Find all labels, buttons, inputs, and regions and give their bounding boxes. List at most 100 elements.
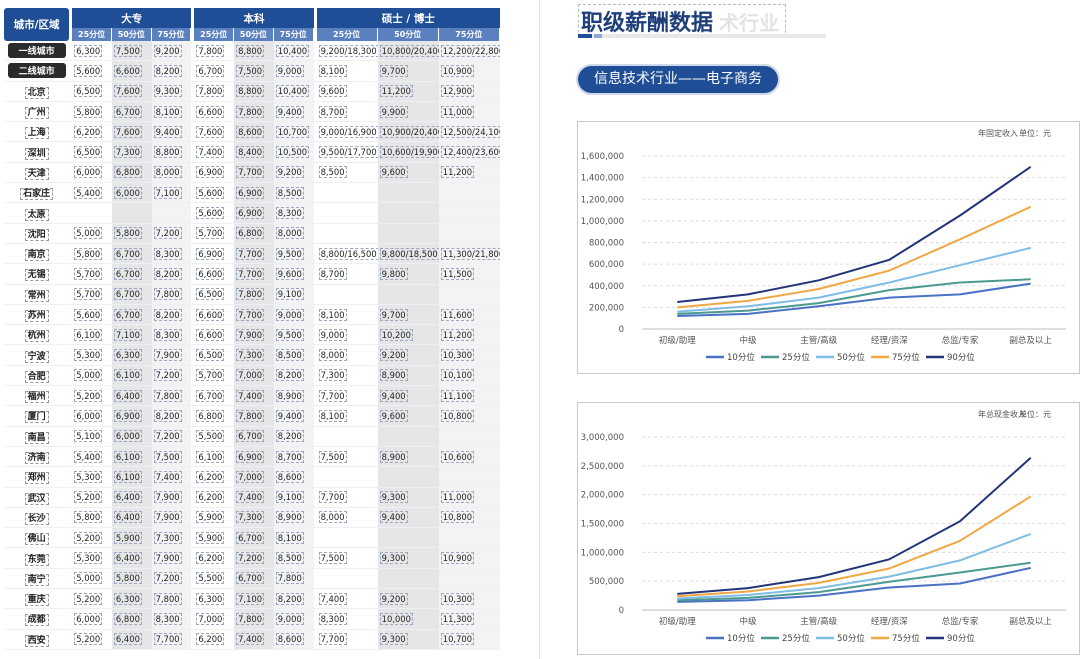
salary-value: 7,900	[153, 349, 182, 362]
salary-value: 5,500	[196, 430, 225, 443]
salary-value: 8,200	[153, 64, 182, 77]
x-tick-label: 经理/资深	[871, 616, 908, 627]
salary-value: 5,300	[74, 470, 103, 483]
salary-value: 7,600	[113, 125, 142, 138]
city-label: 杭州	[24, 330, 49, 343]
salary-cell: 5,700	[72, 264, 112, 285]
salary-cell: 5,600	[194, 203, 235, 224]
salary-value: 8,500	[275, 186, 304, 199]
salary-value: 8,800/16,500	[318, 247, 378, 260]
table-row: 二线城市 5,600 6,600 8,200 6,700 7,500 9,000 8,100 9…	[4, 61, 500, 82]
salary-cell: 9,900	[377, 101, 439, 123]
salary-value: 7,300	[236, 349, 265, 362]
salary-value: 8,300	[153, 612, 182, 625]
salary-cell: 7,700	[234, 264, 274, 285]
salary-value: 6,900	[236, 450, 265, 463]
salary-cell	[438, 223, 500, 244]
salary-cell: 7,000	[194, 609, 235, 630]
salary-cell: 7,300	[151, 528, 192, 549]
table-row: 杭州 6,100 7,100 8,300 6,600 7,900 9,500 9,000 10,…	[4, 325, 500, 346]
salary-cell: 7,300	[316, 365, 378, 387]
city-label: 长沙	[24, 512, 49, 525]
salary-cell: 6,900	[194, 243, 235, 265]
salary-value: 6,200	[196, 470, 225, 483]
table-row: 广州 5,800 6,700 8,100 6,600 7,800 9,400 8,700 9,9…	[4, 101, 500, 123]
chart-unit-label: 单位：元	[1019, 128, 1051, 138]
city-label: 济南	[24, 452, 49, 465]
table-row: 上海 6,200 7,600 9,400 7,600 8,600 10,700 9,000/1…	[4, 122, 500, 143]
salary-cell: 7,400	[234, 386, 274, 407]
salary-cell: 9,300	[151, 81, 192, 102]
city-cell: 武汉	[4, 488, 70, 508]
salary-cell	[111, 203, 152, 224]
salary-value: 5,900	[113, 531, 142, 544]
total-cash-income-chart: 年总现金收入 单位：元 0 500,000 1,000,000 1,500,000 2,00…	[577, 402, 1080, 655]
salary-cell: 9,100	[273, 487, 314, 508]
table-row: 南昌 5,100 6,000 7,200 5,500 6,700 8,200	[4, 426, 500, 447]
salary-cell: 6,700	[111, 101, 152, 123]
salary-cell: 9,200	[151, 41, 192, 62]
salary-value: 7,400	[318, 592, 347, 605]
city-label: 天津	[24, 167, 49, 180]
salary-value: 5,000	[74, 572, 103, 585]
salary-cell: 5,600	[194, 183, 235, 204]
ghost-title-text: 术行业	[719, 11, 780, 35]
x-tick-label: 经理/资深	[871, 335, 908, 346]
salary-cell: 8,700	[316, 264, 378, 285]
salary-cell: 12,200/22,800	[438, 41, 500, 62]
salary-cell: 5,900	[194, 528, 235, 549]
salary-cell	[377, 183, 439, 204]
salary-value: 6,700	[113, 105, 142, 118]
city-label: 南昌	[24, 431, 49, 444]
city-label: 无锡	[24, 269, 49, 282]
x-tick-label: 总监/专家	[942, 335, 979, 346]
salary-value: 7,200	[153, 572, 182, 585]
salary-value: 10,800	[440, 409, 475, 422]
legend-label: 50分位	[837, 633, 865, 644]
salary-value: 5,800	[113, 572, 142, 585]
salary-cell: 7,700	[151, 629, 192, 650]
city-label: 福州	[24, 391, 49, 404]
salary-cell: 6,900	[234, 203, 274, 224]
y-tick-label: 2,500,000	[581, 462, 624, 472]
city-label: 合肥	[24, 370, 49, 383]
city-cell: 南宁	[4, 569, 70, 590]
city-cell: 苏州	[4, 305, 70, 326]
salary-cell: 12,400/23,600	[438, 142, 500, 163]
salary-value: 9,700	[379, 308, 408, 321]
salary-value: 7,800	[153, 592, 182, 605]
salary-value: 11,200	[379, 85, 413, 98]
y-tick-label: 200,000	[589, 303, 624, 313]
city-label: 南宁	[24, 573, 49, 586]
salary-cell: 6,700	[194, 61, 235, 82]
city-cell: 重庆	[4, 589, 70, 610]
salary-cell: 9,500	[273, 243, 314, 265]
salary-value: 8,500	[318, 166, 347, 179]
salary-value: 7,900	[153, 491, 182, 504]
salary-value: 6,300	[113, 349, 142, 362]
salary-value: 6,200	[196, 491, 225, 504]
salary-cell: 6,900	[234, 446, 274, 468]
salary-cell: 6,000	[72, 162, 112, 184]
salary-value: 8,000	[318, 511, 347, 524]
salary-value: 9,900	[379, 105, 408, 118]
city-label: 西安	[24, 634, 49, 647]
city-cell: 二线城市	[4, 61, 70, 82]
salary-value: 7,200	[153, 227, 182, 240]
salary-value: 6,000	[74, 409, 103, 422]
salary-cell: 6,200	[194, 467, 235, 488]
salary-value: 9,500	[275, 328, 304, 341]
salary-value: 10,400	[275, 85, 310, 98]
salary-cell	[377, 284, 439, 305]
table-row: 石家庄 5,400 6,000 7,100 5,600 6,900 8,500	[4, 183, 500, 204]
table-row: 东莞 5,300 6,400 7,900 6,200 7,200 8,500 7,500 9,3…	[4, 548, 500, 569]
salary-cell: 5,400	[72, 446, 112, 468]
salary-cell: 7,100	[151, 183, 192, 204]
salary-cell: 10,800/20,400	[377, 41, 439, 62]
city-label: 宁波	[24, 350, 49, 363]
salary-value: 6,900	[236, 207, 265, 220]
salary-value: 9,100	[275, 288, 304, 301]
salary-cell: 8,100	[316, 304, 378, 326]
salary-value: 6,100	[113, 470, 142, 483]
